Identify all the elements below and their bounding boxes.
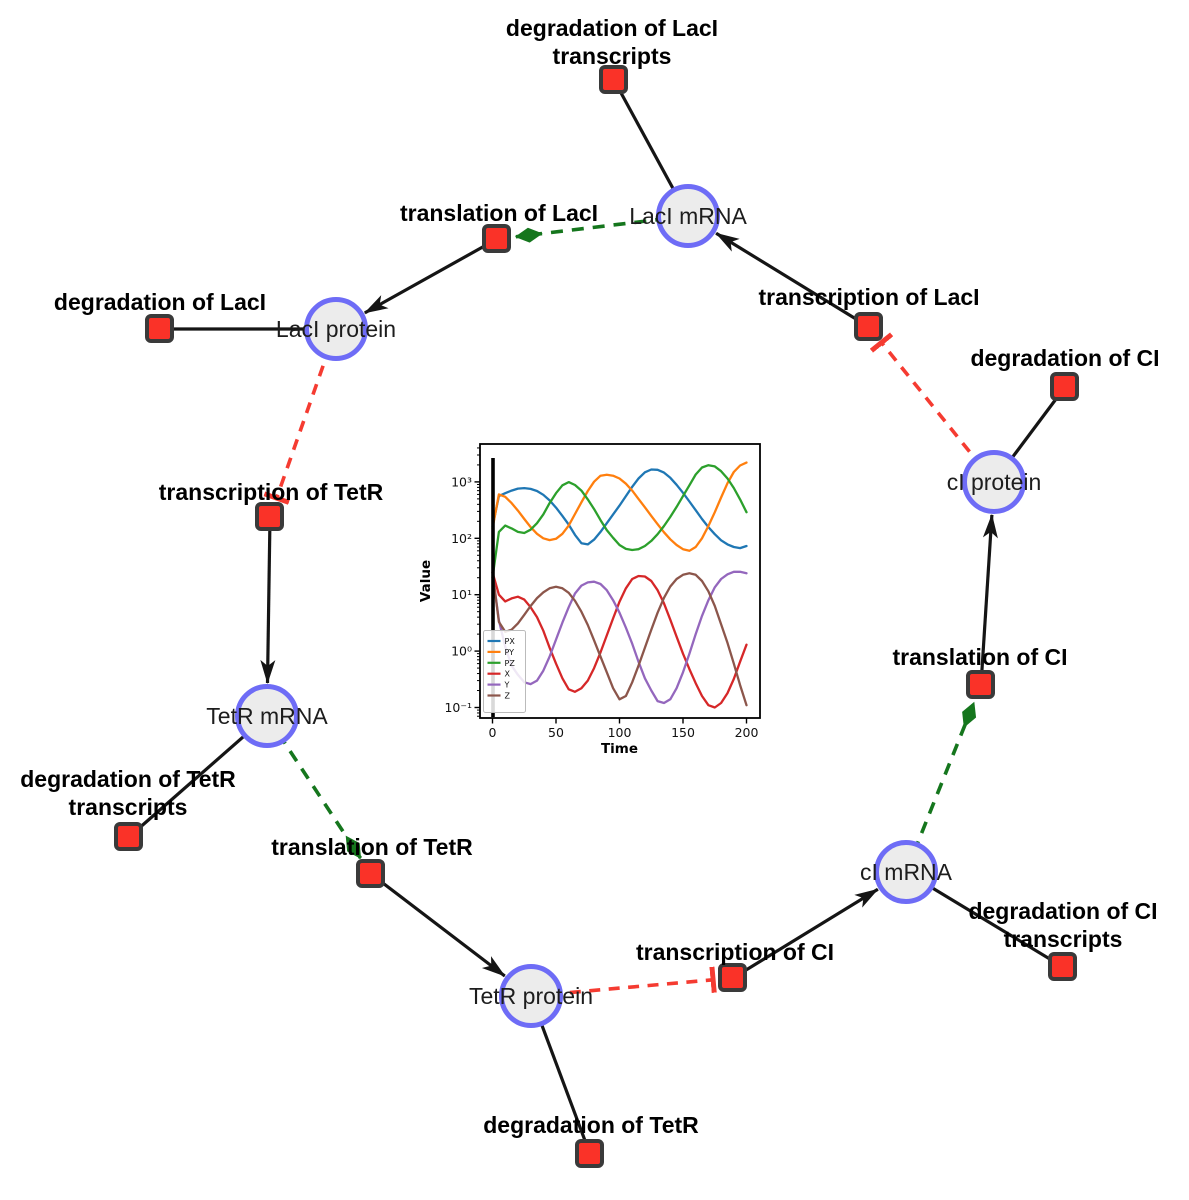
label-line: LacI protein: [275, 316, 397, 342]
x-axis-tick-label: 0: [489, 725, 497, 740]
label-line: transcripts: [68, 794, 188, 820]
series-PX: [491, 468, 748, 550]
legend-label-X: X: [505, 670, 511, 679]
reaction-label-deg-cI-tx: degradation of CI transcripts: [968, 897, 1157, 953]
series-X: [491, 571, 748, 709]
reaction-node-deg-tetR: [575, 1139, 604, 1168]
reaction-label-txn-lacI: transcription of LacI: [758, 283, 979, 311]
legend-label-Z: Z: [505, 692, 511, 701]
label-line: transcripts: [1003, 926, 1123, 952]
species-label-lacI-mRNA: LacI mRNA: [629, 202, 747, 230]
y-axis-tick-label: 10⁻¹: [444, 700, 472, 715]
label-line: TetR mRNA: [206, 703, 328, 729]
y-axis-title: Value: [418, 560, 434, 602]
species-node-cI-mRNA: [874, 840, 938, 904]
label-line: TetR protein: [468, 983, 594, 1009]
reaction-label-deg-lacI-tx: degradation of LacI transcripts: [506, 14, 718, 70]
edge-production-txn_tetR-tetR_mRNA: [260, 516, 276, 685]
series-Z: [491, 571, 748, 707]
legend-label-PX: PX: [505, 637, 516, 646]
label-line: translation of TetR: [271, 834, 473, 860]
series-PY: [491, 461, 748, 552]
reaction-label-deg-cI: degradation of CI: [970, 344, 1159, 372]
x-axis-tick-label: 200: [735, 725, 759, 740]
edge-production-tln_lacI-lacI_protein: [363, 237, 498, 315]
species-node-lacI-protein: [304, 297, 368, 361]
reaction-label-deg-tetR-tx: degradation of TetR transcripts: [20, 765, 236, 821]
species-node-tetR-protein: [499, 964, 563, 1028]
plot-legend: PX PY PZ XYZ: [483, 630, 526, 713]
y-axis-tick-label: 10²: [451, 531, 472, 546]
reaction-node-deg-tetR-tx: [114, 822, 143, 851]
reaction-node-tln-lacI: [482, 224, 511, 253]
reaction-node-deg-cI-tx: [1048, 952, 1077, 981]
species-node-cI-protein: [962, 450, 1026, 514]
reaction-label-tln-tetR: translation of TetR: [271, 833, 472, 861]
reaction-label-deg-tetR: degradation of TetR: [483, 1111, 699, 1139]
edge-production-txn_cI-cI_mRNA: [732, 887, 879, 980]
species-node-lacI-mRNA: [656, 184, 720, 248]
label-line: transcription of CI: [635, 939, 835, 965]
series-PZ: [491, 464, 748, 579]
reaction-label-tln-cI: translation of CI: [892, 643, 1067, 671]
label-line: degradation of CI: [968, 898, 1158, 924]
chart-frame: [479, 443, 761, 719]
reaction-node-deg-lacI-tx: [599, 65, 628, 94]
legend-label-Y: Y: [504, 681, 510, 690]
reaction-label-tln-lacI: translation of LacI: [400, 199, 598, 227]
species-label-cI-protein: cI protein: [947, 468, 1042, 496]
y-axis-tick-label: 10³: [451, 474, 472, 489]
label-line: degradation of CI: [970, 345, 1160, 371]
label-line: degradation of LacI: [505, 15, 719, 41]
label-line: cI protein: [946, 469, 1042, 495]
x-axis-tick-label: 100: [608, 725, 632, 740]
label-line: degradation of TetR: [20, 766, 236, 792]
series-Y: [491, 570, 748, 705]
y-axis-tick-label: 10¹: [451, 587, 472, 602]
label-line: degradation of TetR: [483, 1112, 699, 1138]
y-axis-tick-label: 10⁰: [451, 644, 472, 659]
species-node-tetR-mRNA: [235, 684, 299, 748]
species-label-tetR-mRNA: TetR mRNA: [206, 702, 327, 730]
edge-production-tln_cI-cI_protein: [979, 513, 998, 686]
legend-label-PY: PY: [505, 648, 515, 657]
label-line: degradation of LacI: [53, 289, 267, 315]
species-label-lacI-protein: LacI protein: [276, 315, 396, 343]
species-label-cI-mRNA: cI mRNA: [860, 858, 952, 886]
x-axis-title: Time: [601, 741, 638, 757]
x-axis-tick-label: 50: [548, 725, 564, 740]
reaction-node-tln-tetR: [356, 859, 385, 888]
edge-production-tln_tetR-tetR_protein: [370, 872, 506, 978]
reaction-node-tln-cI: [966, 670, 995, 699]
species-label-tetR-protein: TetR protein: [469, 982, 593, 1010]
reaction-node-txn-cI: [718, 963, 747, 992]
label-line: transcription of LacI: [758, 284, 980, 310]
label-line: translation of CI: [892, 644, 1068, 670]
x-axis-tick-label: 150: [671, 725, 695, 740]
legend-label-PZ: PZ: [505, 659, 516, 668]
label-line: translation of LacI: [399, 200, 599, 226]
reaction-label-deg-lacI: degradation of LacI: [54, 288, 266, 316]
label-line: LacI mRNA: [629, 203, 747, 229]
reaction-node-deg-cI: [1050, 372, 1079, 401]
reaction-node-deg-lacI: [145, 314, 174, 343]
edge-production-txn_lacI-lacI_mRNA: [715, 231, 870, 329]
label-line: cI mRNA: [860, 859, 952, 885]
reaction-label-txn-cI: transcription of CI: [636, 938, 834, 966]
label-line: transcripts: [552, 43, 672, 69]
